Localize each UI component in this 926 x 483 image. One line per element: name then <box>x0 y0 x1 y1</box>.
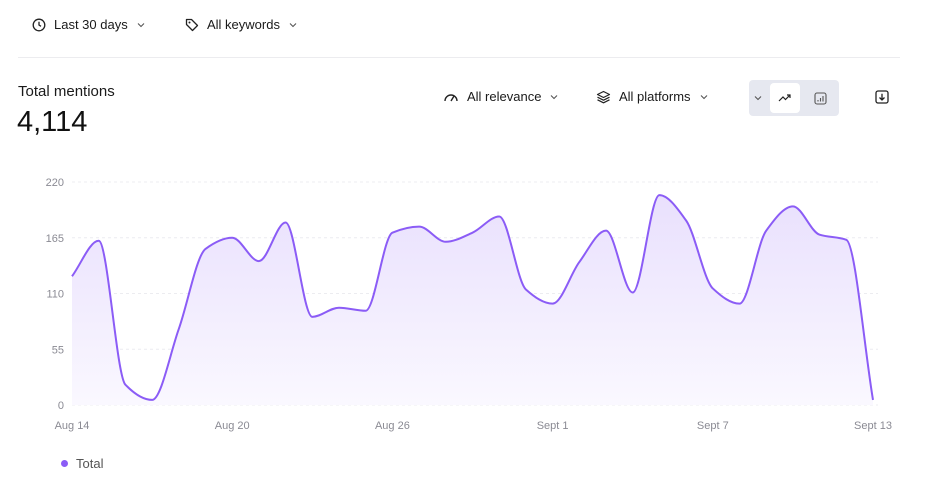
gauge-icon <box>444 93 458 101</box>
keywords-filter[interactable]: All keywords <box>185 17 298 32</box>
total-mentions-value: 4,114 <box>17 106 88 138</box>
legend-swatch <box>61 460 68 467</box>
chevron-down-icon <box>289 22 297 27</box>
chevron-down-icon <box>754 96 762 101</box>
x-tick-label: Aug 20 <box>215 420 250 432</box>
series-line-total[interactable] <box>71 194 874 401</box>
chart-type-dropdown[interactable] <box>749 83 767 113</box>
y-tick-label: 0 <box>58 400 64 412</box>
chevron-down-icon <box>137 22 145 27</box>
y-tick-label: 220 <box>46 177 64 189</box>
legend-label: Total <box>76 456 104 471</box>
chart-type-toggle <box>749 80 839 116</box>
chevron-down-icon <box>551 94 558 99</box>
x-tick-label: Sept 1 <box>537 420 569 432</box>
layers-icon <box>596 90 611 103</box>
legend-item-total[interactable]: Total <box>61 456 103 471</box>
x-tick-label: Sept 13 <box>854 420 892 432</box>
tag-icon <box>185 18 199 31</box>
x-tick-label: Aug 14 <box>55 420 90 432</box>
divider <box>18 57 900 58</box>
date-range-label: Last 30 days <box>54 17 128 32</box>
relevance-filter[interactable]: All relevance <box>443 89 559 104</box>
relevance-label: All relevance <box>467 89 542 104</box>
x-tick-label: Aug 26 <box>375 420 410 432</box>
trend-line-icon <box>778 94 791 102</box>
bar-chart-button[interactable] <box>805 83 835 113</box>
bar-chart-icon <box>813 91 827 105</box>
y-tick-label: 110 <box>46 289 64 301</box>
download-icon <box>875 90 889 104</box>
y-tick-label: 165 <box>46 233 64 245</box>
platforms-label: All platforms <box>619 89 691 104</box>
y-tick-label: 55 <box>52 344 64 356</box>
date-range-filter[interactable]: Last 30 days <box>32 17 146 32</box>
total-mentions-label: Total mentions <box>18 83 115 100</box>
series-area-total <box>72 195 873 405</box>
download-button[interactable] <box>875 90 889 109</box>
keywords-label: All keywords <box>207 17 280 32</box>
chevron-down-icon <box>700 94 707 99</box>
line-chart-button[interactable] <box>770 83 800 113</box>
clock-icon <box>32 18 46 31</box>
platforms-filter[interactable]: All platforms <box>596 89 709 104</box>
x-tick-label: Sept 7 <box>697 420 729 432</box>
